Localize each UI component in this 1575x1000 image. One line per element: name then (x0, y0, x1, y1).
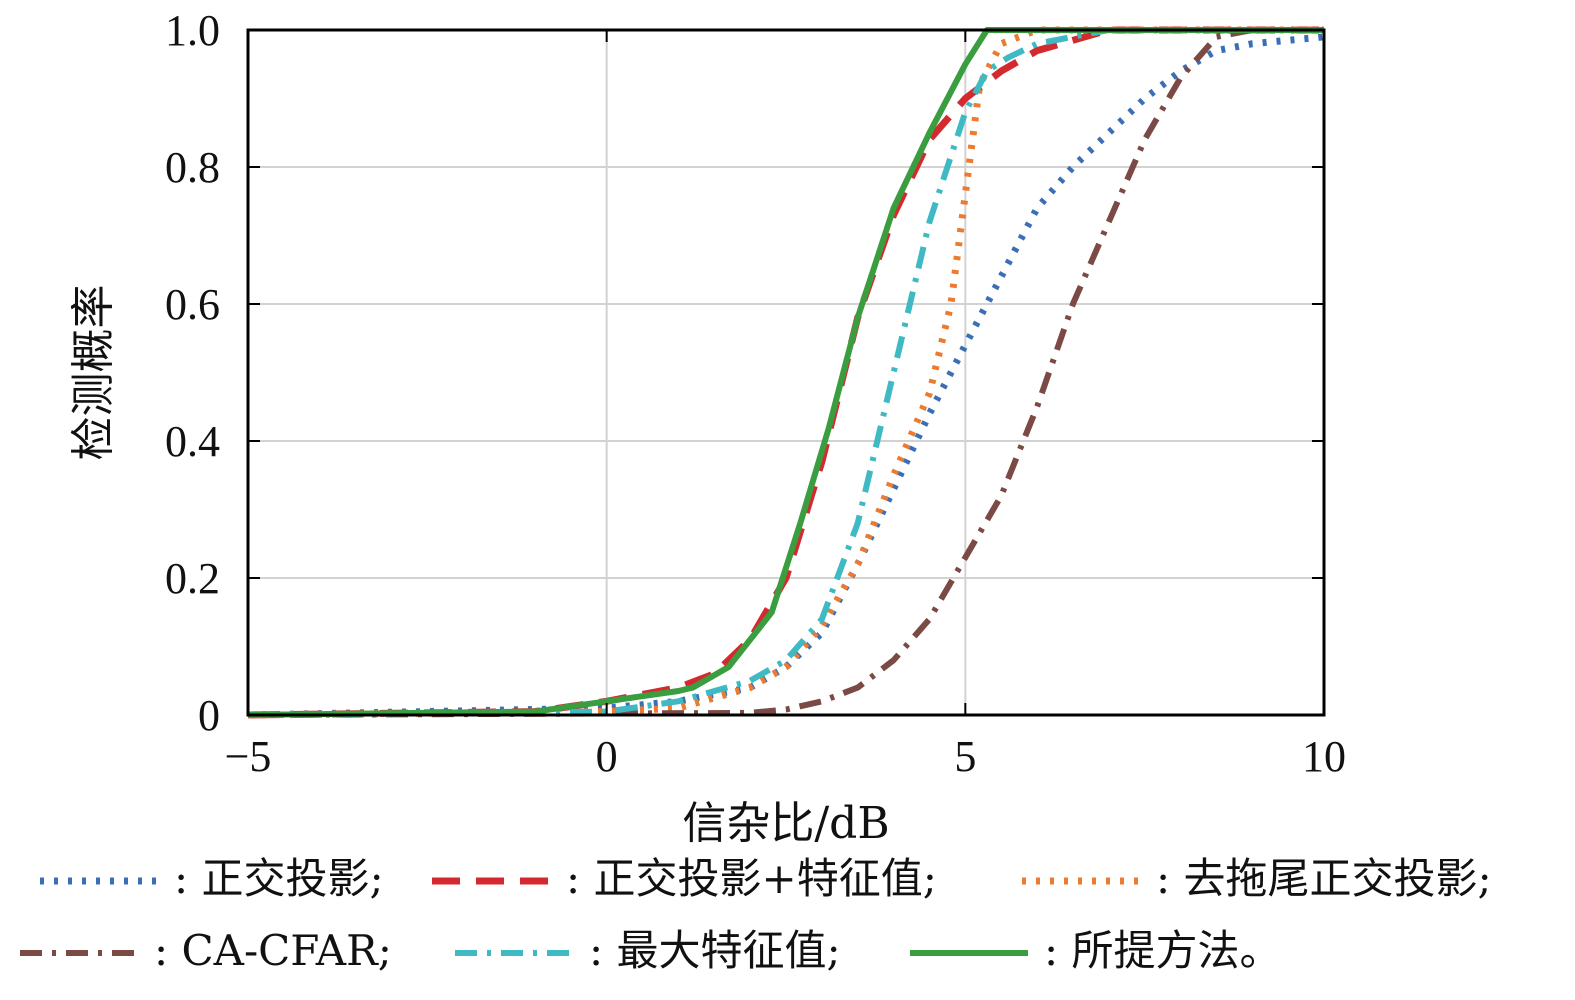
legend-label-6: : 所提方法。 (1044, 926, 1282, 975)
x-tick-label: −5 (225, 732, 272, 781)
series-line-4 (247, 27, 1324, 718)
series-line-6 (247, 27, 1324, 718)
y-tick-label: 0.4 (165, 417, 220, 466)
legend-label-4: : CA-CFAR; (154, 926, 392, 975)
legend-label-1: : 正交投影; (174, 854, 384, 903)
legend: : 正交投影; : 正交投影+特征值; : 去拖尾正交投影; : CA-CFAR; : … (20, 854, 1492, 975)
y-tick-label: 0 (198, 691, 220, 740)
series-line-5 (247, 27, 1324, 718)
series-line-1 (247, 33, 1325, 719)
legend-label-2: : 正交投影+特征值; (566, 854, 937, 903)
y-tick-label: 1.0 (165, 6, 220, 55)
y-tick-label: 0.6 (165, 280, 220, 329)
series-lines (247, 26, 1325, 719)
y-axis-label: 检测概率 (68, 285, 119, 461)
y-tick-label: 0.8 (165, 143, 220, 192)
y-tick-label: 0.2 (165, 554, 220, 603)
series-line-3 (247, 26, 1324, 719)
grid-lines (248, 30, 1324, 715)
legend-label-5: : 最大特征值; (589, 926, 841, 975)
x-tick-label: 5 (954, 732, 976, 781)
x-tick-label: 0 (596, 732, 618, 781)
plot-frame (246, 28, 1326, 717)
series-line-2 (247, 26, 1324, 719)
legend-label-3: : 去拖尾正交投影; (1156, 854, 1492, 903)
x-axis-label: 信杂比/dB (682, 798, 889, 849)
x-tick-label: 10 (1302, 732, 1346, 781)
